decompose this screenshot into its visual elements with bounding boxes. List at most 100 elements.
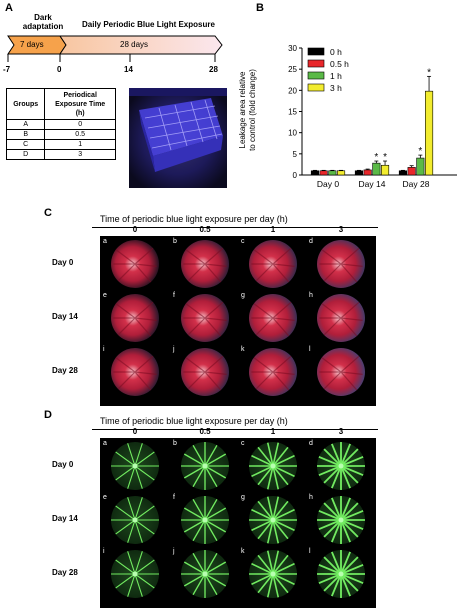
image-sublabel: d bbox=[309, 440, 313, 447]
table-header: Groups bbox=[5, 88, 46, 120]
image-sublabel: b bbox=[173, 238, 177, 245]
column-label: 1 bbox=[270, 225, 276, 234]
tick-label: 0 bbox=[57, 65, 62, 74]
angiogram-image bbox=[317, 496, 365, 544]
fundus-panel-title: Time of periodic blue light exposure per… bbox=[100, 214, 288, 224]
y-tick-label: 5 bbox=[293, 150, 298, 159]
panel-label-a: A bbox=[5, 2, 13, 14]
tick-label: 28 bbox=[209, 65, 218, 74]
image-sublabel: k bbox=[241, 346, 245, 353]
image-sublabel: f bbox=[173, 292, 175, 299]
column-label: 0 bbox=[132, 427, 138, 436]
column-label: 0 bbox=[132, 225, 138, 234]
image-sublabel: j bbox=[173, 548, 175, 555]
dark-period-text: 7 days bbox=[20, 40, 44, 49]
image-sublabel: b bbox=[173, 440, 177, 447]
image-sublabel: h bbox=[309, 292, 313, 299]
image-sublabel: g bbox=[241, 292, 245, 299]
y-axis-label: Leakage area relative to control (fold c… bbox=[238, 69, 257, 151]
bar bbox=[381, 164, 390, 176]
fundus-image bbox=[111, 294, 159, 342]
column-label: 0.5 bbox=[199, 225, 211, 234]
bar bbox=[398, 170, 407, 176]
significance-star: * bbox=[427, 67, 431, 78]
panel-label-b: B bbox=[256, 2, 264, 14]
legend-swatch bbox=[307, 47, 325, 56]
fundus-image bbox=[181, 294, 229, 342]
tick-label: 14 bbox=[124, 65, 133, 74]
leakage-bar-chart: 0 5 10 15 20 25 30 Day 0 * * Day 14 * * Day 28 0 h 0.5 … bbox=[288, 44, 457, 189]
row-label: Day 28 bbox=[52, 568, 78, 577]
image-sublabel: k bbox=[241, 548, 245, 555]
fundus-image bbox=[181, 240, 229, 288]
x-tick-label: Day 0 bbox=[317, 179, 339, 189]
y-tick-label: 15 bbox=[288, 108, 297, 117]
table-header: Periodical Exposure Time (h) bbox=[44, 88, 116, 120]
legend-swatch bbox=[307, 83, 325, 92]
blue-light-cage-photo bbox=[129, 88, 227, 188]
fundus-image bbox=[317, 348, 365, 396]
legend-label: 1 h bbox=[330, 71, 342, 81]
column-label: 1 bbox=[270, 427, 276, 436]
fundus-image bbox=[249, 240, 297, 288]
column-label: 3 bbox=[338, 225, 344, 234]
image-sublabel: i bbox=[103, 548, 105, 555]
bar bbox=[416, 157, 425, 176]
row-label: Day 28 bbox=[52, 366, 78, 375]
image-sublabel: l bbox=[309, 346, 311, 353]
tick-label: -7 bbox=[3, 65, 11, 74]
column-label: 0.5 bbox=[199, 427, 211, 436]
legend-label: 0.5 h bbox=[330, 59, 349, 69]
y-tick-label: 20 bbox=[288, 86, 297, 95]
image-sublabel: g bbox=[241, 494, 245, 501]
angiogram-image bbox=[181, 496, 229, 544]
image-sublabel: c bbox=[241, 238, 245, 245]
angiogram-image bbox=[249, 496, 297, 544]
image-sublabel: c bbox=[241, 440, 245, 447]
bar bbox=[310, 170, 320, 176]
legend-swatch bbox=[307, 59, 325, 68]
legend-swatch bbox=[307, 71, 325, 80]
fundus-image bbox=[249, 294, 297, 342]
bar bbox=[407, 167, 416, 176]
significance-star: * bbox=[418, 146, 422, 157]
x-tick-label: Day 14 bbox=[359, 179, 386, 189]
bar bbox=[372, 162, 381, 176]
dark-adaptation-label: Dark adaptation bbox=[22, 13, 64, 31]
angio-panel-title: Time of periodic blue light exposure per… bbox=[100, 416, 288, 426]
column-label: 3 bbox=[338, 427, 344, 436]
fundus-image bbox=[317, 294, 365, 342]
angiogram-image bbox=[111, 442, 159, 490]
angiogram-image bbox=[317, 550, 365, 598]
panel-label-d: D bbox=[44, 409, 52, 421]
image-sublabel: l bbox=[309, 548, 311, 555]
angiogram-image bbox=[249, 550, 297, 598]
row-label: Day 14 bbox=[52, 514, 78, 523]
fundus-image bbox=[111, 240, 159, 288]
fundus-image bbox=[111, 348, 159, 396]
angiogram-image bbox=[181, 442, 229, 490]
image-sublabel: j bbox=[173, 346, 175, 353]
y-tick-label: 30 bbox=[288, 44, 297, 53]
title-divider bbox=[92, 429, 378, 430]
image-sublabel: a bbox=[103, 440, 107, 447]
fundus-image bbox=[181, 348, 229, 396]
bar bbox=[425, 90, 434, 176]
bar bbox=[319, 170, 328, 176]
legend-label: 3 h bbox=[330, 83, 342, 93]
y-tick-label: 10 bbox=[288, 129, 297, 138]
row-label: Day 14 bbox=[52, 312, 78, 321]
image-sublabel: e bbox=[103, 292, 107, 299]
x-tick-label: Day 28 bbox=[403, 179, 430, 189]
bar bbox=[337, 170, 346, 176]
angiogram-image bbox=[111, 496, 159, 544]
image-sublabel: i bbox=[103, 346, 105, 353]
image-sublabel: a bbox=[103, 238, 107, 245]
table-row: B 0.5 bbox=[5, 129, 116, 140]
angiogram-image bbox=[249, 442, 297, 490]
bar bbox=[354, 170, 363, 176]
bar bbox=[328, 170, 337, 176]
timeline-arrow bbox=[7, 35, 223, 62]
